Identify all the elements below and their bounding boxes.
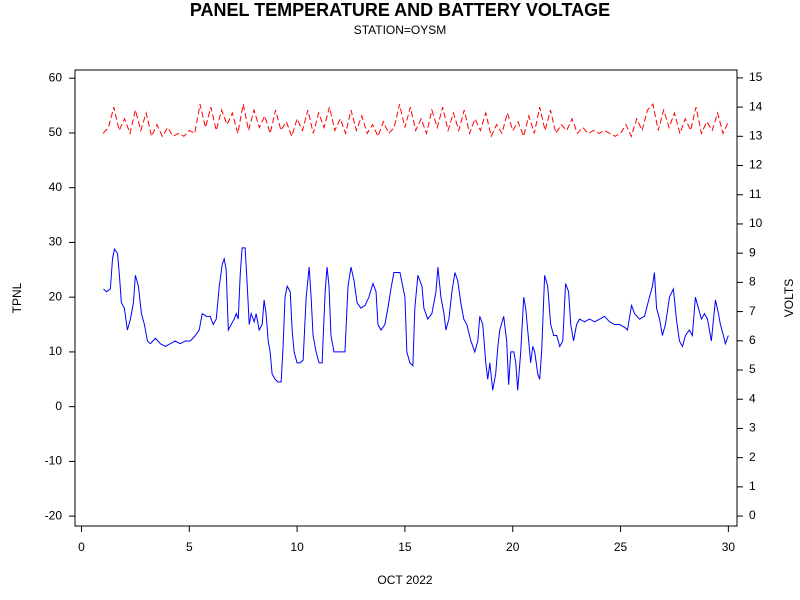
x-axis-label: OCT 2022 (377, 573, 432, 587)
x-tick-label: 30 (722, 540, 736, 554)
y2-tick-label: 5 (749, 362, 756, 376)
y2-tick-label: 3 (749, 421, 756, 435)
y2-tick-label: 12 (749, 158, 763, 172)
y2-tick-label: 10 (749, 216, 763, 230)
y-tick-label: 50 (49, 125, 63, 139)
y-tick-label: -20 (45, 508, 63, 522)
y-axis-label: TPNL (10, 282, 24, 313)
chart-title: PANEL TEMPERATURE AND BATTERY VOLTAGE (190, 0, 610, 20)
data-line (102, 103, 729, 138)
y2-tick-label: 1 (749, 479, 756, 493)
y2-tick-label: 4 (749, 391, 756, 405)
y2-tick-label: 9 (749, 245, 756, 259)
y2-tick-label: 15 (749, 70, 763, 84)
x-tick-label: 20 (506, 540, 520, 554)
y-tick-label: 0 (55, 399, 62, 413)
y2-axis-label: VOLTS (782, 279, 796, 317)
y2-tick-label: 11 (749, 187, 762, 201)
plot-frame (74, 69, 738, 527)
y-tick-label: -10 (45, 454, 63, 468)
x-tick-label: 25 (614, 540, 628, 554)
y-tick-label: 60 (49, 70, 63, 84)
y2-tick-label: 13 (749, 128, 763, 142)
y-tick-label: 40 (49, 180, 63, 194)
y2-tick-label: 6 (749, 333, 756, 347)
y2-tick-label: 7 (749, 304, 756, 318)
y2-tick-label: 8 (749, 275, 756, 289)
y-tick-label: 20 (49, 289, 63, 303)
y-tick-label: 10 (49, 344, 63, 358)
y2-tick-label: 14 (749, 99, 763, 113)
x-tick-label: 5 (186, 540, 193, 554)
y-tick-label: 30 (49, 235, 63, 249)
x-tick-label: 15 (398, 540, 412, 554)
y2-tick-label: 0 (749, 508, 756, 522)
data-line (103, 247, 729, 391)
chart-subtitle: STATION=OYSM (354, 23, 447, 37)
x-tick-label: 10 (290, 540, 304, 554)
x-tick-label: 0 (78, 540, 85, 554)
y2-tick-label: 2 (749, 450, 756, 464)
